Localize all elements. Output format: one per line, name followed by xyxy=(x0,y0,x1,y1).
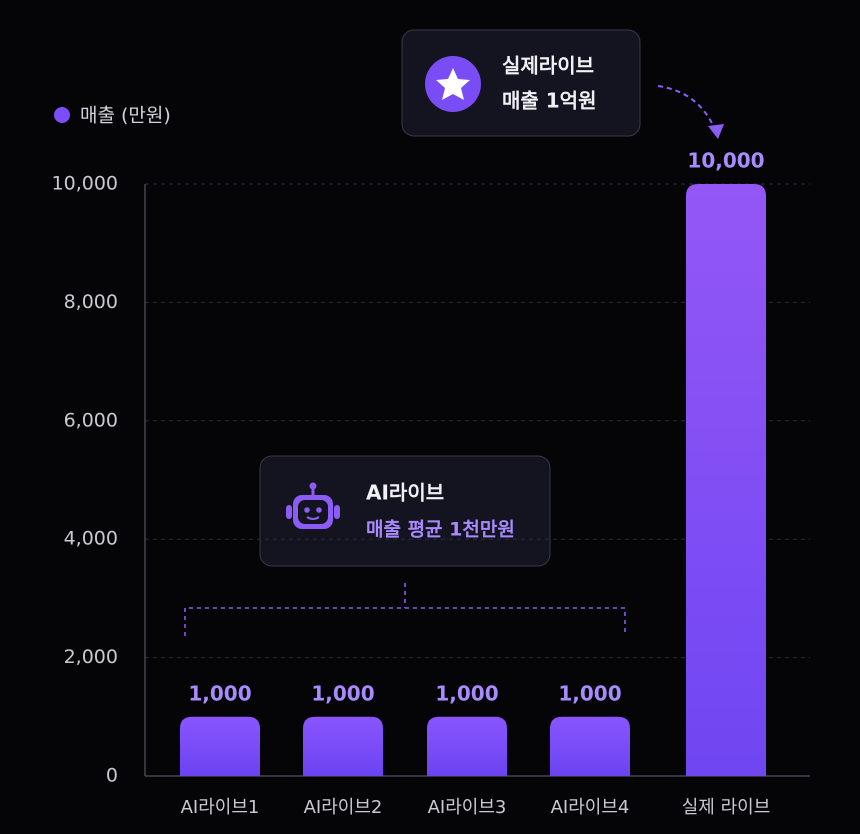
value-label: 1,000 xyxy=(558,681,621,705)
robot-mouth xyxy=(306,516,320,520)
robot-eye xyxy=(316,507,322,513)
robot-ear xyxy=(334,505,340,519)
bar xyxy=(550,716,630,776)
annotation-box xyxy=(259,455,551,567)
robot-ear xyxy=(286,505,292,519)
value-label: 1,000 xyxy=(188,681,251,705)
bar xyxy=(303,716,383,776)
y-tick-label: 10,000 xyxy=(52,173,118,195)
x-tick-label: AI라이브3 xyxy=(428,797,507,818)
bracket xyxy=(184,583,626,636)
annotation-text: 매출 1억원 xyxy=(502,89,596,113)
y-tick-label: 8,000 xyxy=(64,291,118,313)
robot-eye xyxy=(304,507,310,513)
robot-face xyxy=(298,500,328,524)
star-icon xyxy=(436,68,470,100)
x-tick-label: 실제 라이브 xyxy=(682,797,771,818)
y-tick-label: 6,000 xyxy=(64,409,118,431)
annotation-title: 실제라이브 xyxy=(502,54,594,78)
x-tick-label: AI라이브4 xyxy=(551,797,630,818)
value-label: 1,000 xyxy=(435,681,498,705)
robot-antenna-tip xyxy=(309,482,317,490)
annotation-real: 실제라이브 매출 1억원 xyxy=(401,29,724,139)
bar xyxy=(427,716,507,776)
arrow-head xyxy=(708,124,724,139)
x-tick-label: AI라이브1 xyxy=(181,797,260,818)
legend-marker xyxy=(54,107,70,123)
y-tick-label: 2,000 xyxy=(64,646,118,668)
value-label: 10,000 xyxy=(687,149,764,173)
y-tick-label: 4,000 xyxy=(64,528,118,550)
legend-label: 매출 (만원) xyxy=(80,105,171,127)
value-label: 1,000 xyxy=(311,681,374,705)
annotation-text: 매출 평균 1천만원 xyxy=(366,519,515,541)
bar xyxy=(180,716,260,776)
x-tick-label: AI라이브2 xyxy=(304,797,383,818)
annotation-ai: AI라이브 매출 평균 1천만원 xyxy=(184,455,626,636)
bar xyxy=(686,184,766,776)
y-tick-label: 0 xyxy=(106,765,118,787)
annotation-title: AI라이브 xyxy=(366,481,444,505)
annotation-arrow xyxy=(657,85,717,133)
